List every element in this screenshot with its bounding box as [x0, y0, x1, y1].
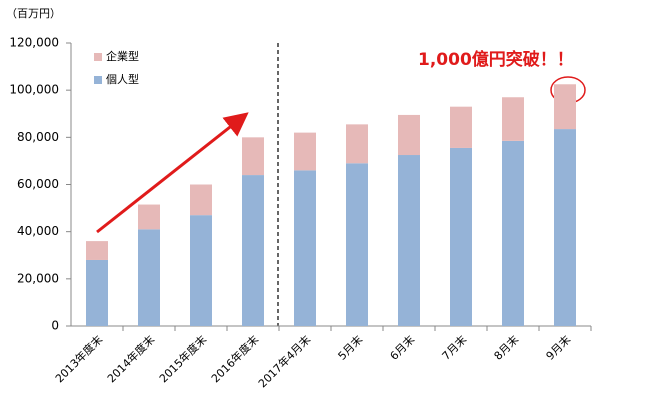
unit-label: （百万円）	[6, 7, 61, 20]
y-tick-label: 100,000	[9, 83, 59, 97]
y-tick-label: 0	[51, 319, 59, 333]
bar-segment	[138, 229, 160, 326]
x-tick-label: 2017年4月末	[255, 332, 313, 390]
bar-segment	[450, 147, 472, 326]
bar-segment	[398, 114, 420, 156]
bar-segment	[190, 184, 212, 216]
x-tick-label: 8月末	[491, 332, 521, 362]
legend-label: 企業型	[106, 49, 139, 63]
y-tick-label: 20,000	[17, 271, 59, 285]
y-tick-label: 40,000	[17, 224, 59, 238]
x-tick-label: 7月末	[439, 332, 469, 362]
bar-segment	[86, 241, 108, 260]
bar-segment	[190, 215, 212, 326]
annotation: 1,000億円突破！！	[418, 49, 574, 70]
bar-segment	[502, 140, 524, 326]
bar-segment	[346, 163, 368, 326]
y-tick-label: 80,000	[17, 130, 59, 144]
trend-arrow	[96, 112, 249, 234]
bar-segment	[242, 175, 264, 326]
bar-segment	[554, 129, 576, 326]
bar-segment	[554, 84, 576, 130]
legend-swatch	[94, 76, 102, 84]
x-tick-label: 9月末	[543, 332, 573, 362]
bar-segment	[294, 132, 316, 171]
x-tick-label: 2015年度末	[156, 332, 209, 385]
bar-segment	[450, 106, 472, 148]
x-tick-label: 2016年度末	[208, 332, 261, 385]
bar-segment	[138, 204, 160, 230]
bar-segment	[346, 124, 368, 164]
y-tick-label: 120,000	[9, 36, 59, 50]
x-tick-label: 2013年度末	[52, 332, 105, 385]
bar-segment	[398, 155, 420, 326]
x-tick-label: 5月末	[335, 332, 365, 362]
y-tick-label: 60,000	[17, 177, 59, 191]
bar-segment	[242, 137, 264, 176]
legend-label: 個人型	[106, 72, 139, 86]
bar-segment	[502, 97, 524, 141]
x-tick-label: 6月末	[387, 332, 417, 362]
bar-segment	[294, 170, 316, 326]
bar-segment	[86, 259, 108, 326]
legend-swatch	[94, 53, 102, 61]
x-tick-label: 2014年度末	[104, 332, 157, 385]
